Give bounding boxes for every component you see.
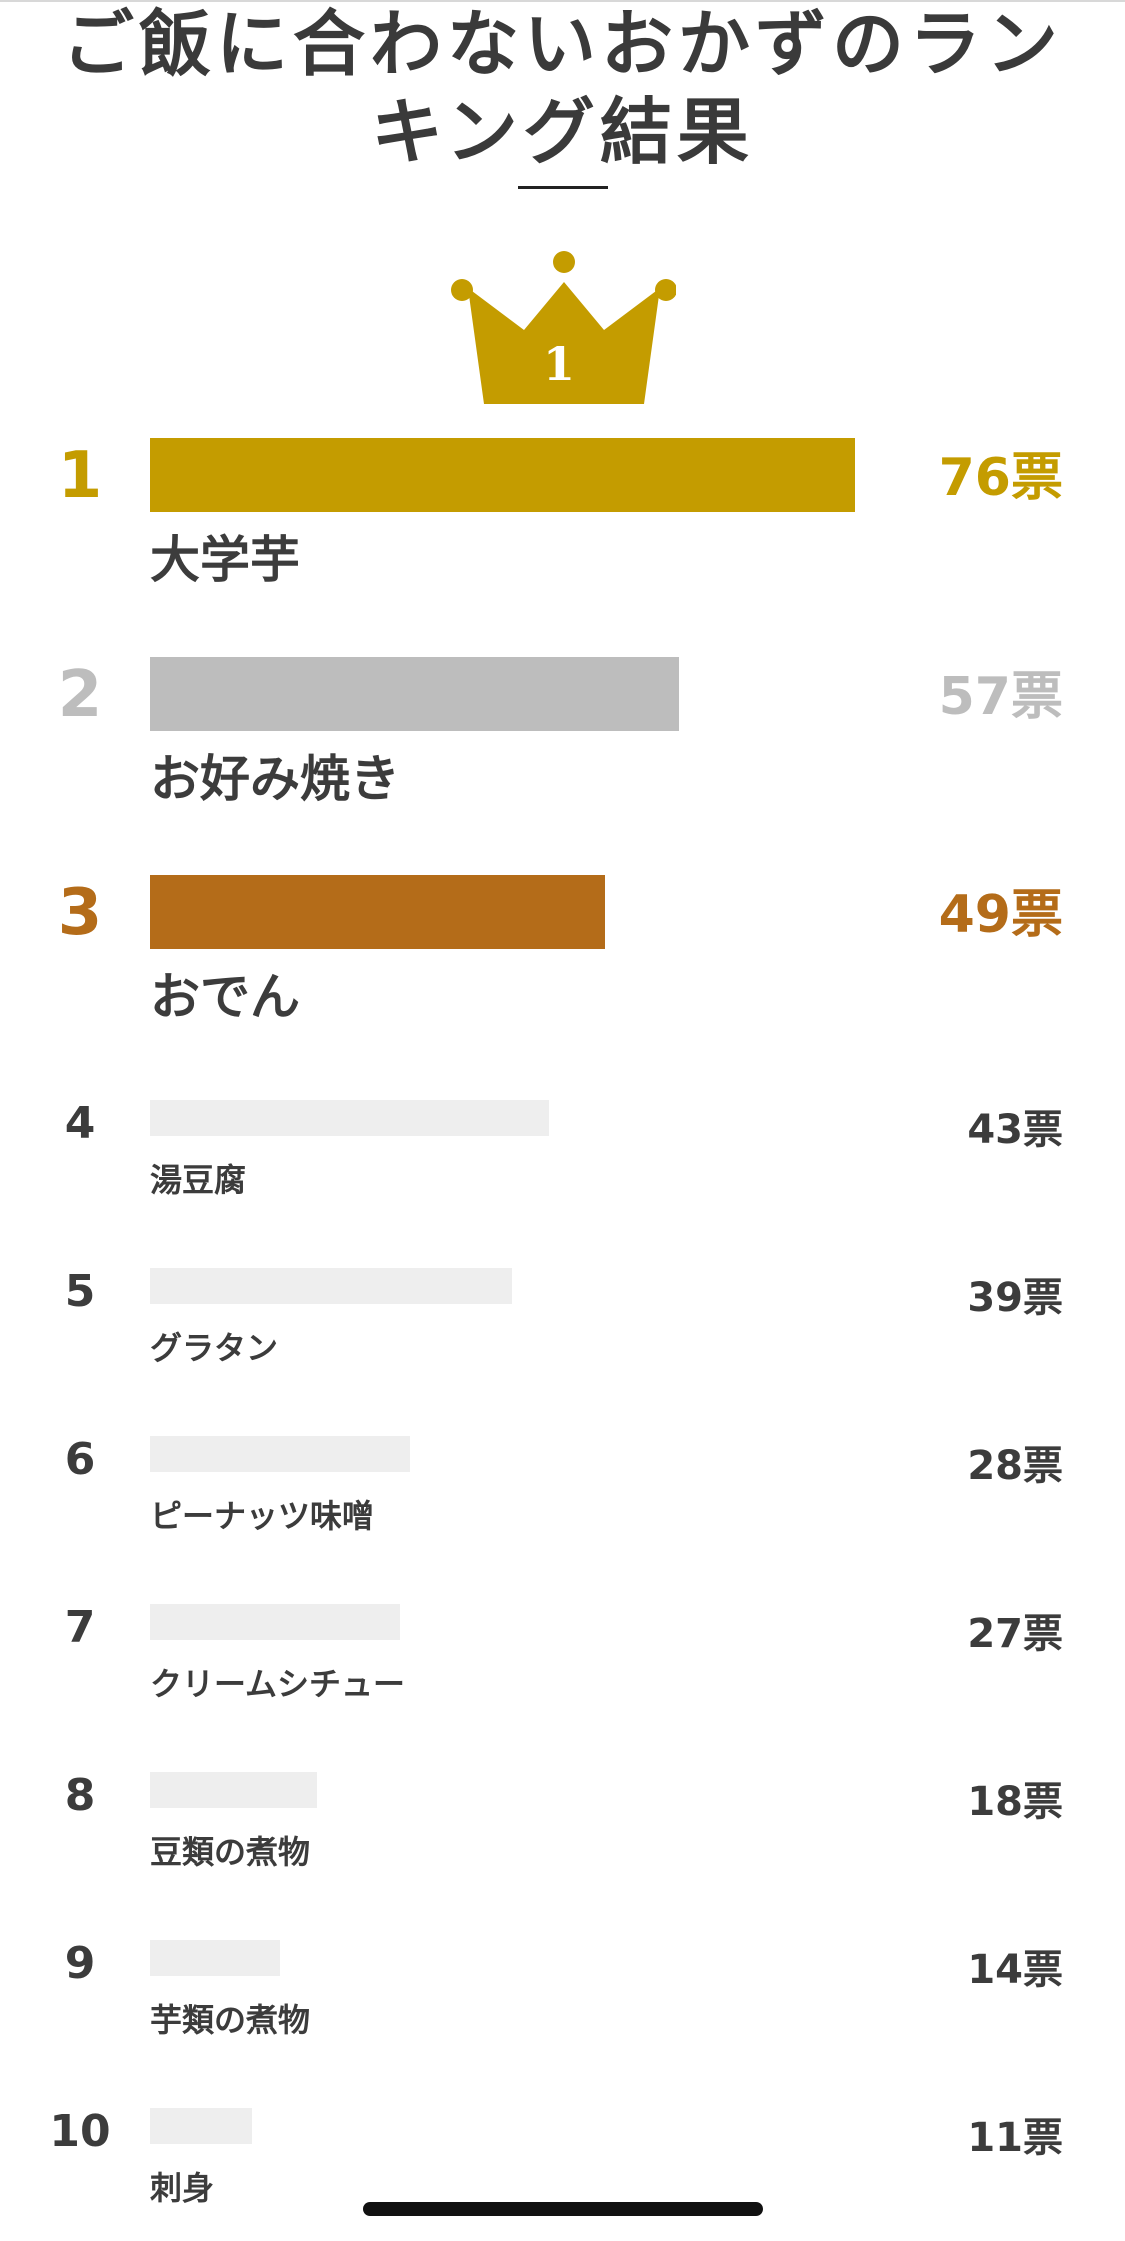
vote-count: 27票 xyxy=(967,1611,1063,1657)
vote-bar xyxy=(150,1268,855,1304)
vote-bar-fill xyxy=(150,875,605,949)
rank-number: 9 xyxy=(64,1938,96,1989)
item-name: クリームシチュー xyxy=(150,1665,406,1703)
item-name: グラタン xyxy=(150,1329,279,1367)
vote-bar xyxy=(150,1100,855,1136)
title-underline xyxy=(518,186,608,189)
rank-number: 8 xyxy=(64,1770,96,1821)
item-name: 芋類の煮物 xyxy=(150,2001,311,2039)
item-name: お好み焼き xyxy=(150,750,400,808)
vote-bar xyxy=(150,657,855,731)
rank-number: 2 xyxy=(57,658,103,732)
top-divider xyxy=(0,0,1125,2)
item-name: 豆類の煮物 xyxy=(150,1833,311,1871)
rank-number: 7 xyxy=(64,1602,96,1653)
vote-count: 11票 xyxy=(967,2115,1063,2161)
vote-bar-fill xyxy=(150,1268,512,1304)
rank-number: 4 xyxy=(64,1098,96,1149)
vote-count: 76票 xyxy=(938,448,1063,508)
vote-count: 28票 xyxy=(967,1443,1063,1489)
rank-number: 1 xyxy=(57,439,103,513)
item-name: 湯豆腐 xyxy=(150,1161,247,1199)
item-name: 大学芋 xyxy=(150,531,300,589)
vote-bar-fill xyxy=(150,2108,253,2144)
rank-number: 10 xyxy=(49,2106,111,2157)
vote-bar-fill xyxy=(150,1436,410,1472)
rank-number: 5 xyxy=(64,1266,96,1317)
vote-count: 57票 xyxy=(938,667,1063,727)
home-indicator[interactable] xyxy=(363,2202,763,2216)
crown-number: 1 xyxy=(543,337,575,391)
vote-bar-fill xyxy=(150,1940,280,1976)
page-title: ご飯に合わないおかずのランキング結果 xyxy=(61,2,1063,174)
item-name: 刺身 xyxy=(150,2169,215,2207)
crown-body xyxy=(468,282,660,404)
crown-icon: 1 xyxy=(451,251,676,404)
crown-jewel-center xyxy=(553,251,575,273)
vote-bar-fill xyxy=(150,1772,317,1808)
vote-bar-fill xyxy=(150,1100,549,1136)
vote-bar xyxy=(150,875,855,949)
crown-jewel-right xyxy=(655,279,676,301)
vote-bar xyxy=(150,1772,855,1808)
vote-bar xyxy=(150,1940,855,1976)
vote-bar xyxy=(150,438,855,512)
vote-bar xyxy=(150,2108,855,2144)
vote-count: 43票 xyxy=(967,1107,1063,1153)
vote-count: 14票 xyxy=(967,1947,1063,1993)
crown-jewel-left xyxy=(451,279,473,301)
item-name: おでん xyxy=(150,968,300,1026)
vote-count: 39票 xyxy=(967,1275,1063,1321)
vote-count: 49票 xyxy=(938,885,1063,945)
item-name: ピーナッツ味噌 xyxy=(150,1497,375,1535)
vote-bar-fill xyxy=(150,1604,401,1640)
vote-bar-fill xyxy=(150,438,855,512)
vote-bar xyxy=(150,1604,855,1640)
vote-count: 18票 xyxy=(967,1779,1063,1825)
rank-number: 3 xyxy=(57,876,103,950)
rank-number: 6 xyxy=(64,1434,96,1485)
vote-bar xyxy=(150,1436,855,1472)
vote-bar-fill xyxy=(150,657,679,731)
